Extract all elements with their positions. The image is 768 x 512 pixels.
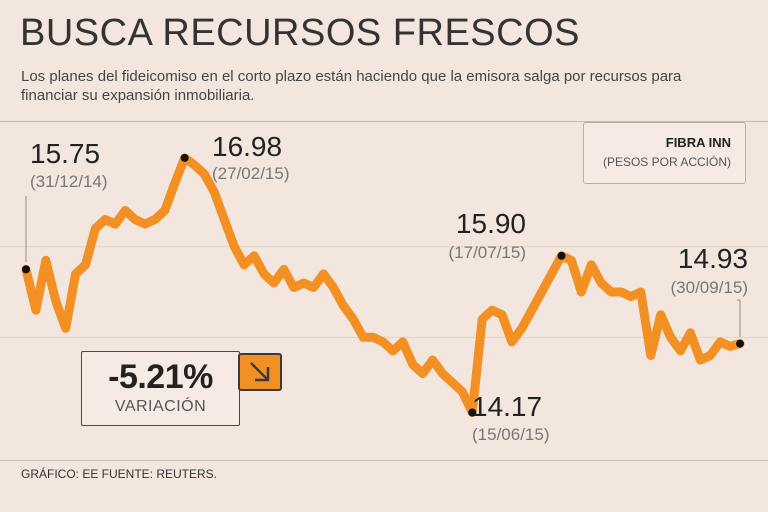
annotation-value: 15.75 bbox=[30, 138, 100, 169]
top-divider bbox=[0, 121, 768, 122]
annotation-point bbox=[736, 339, 744, 348]
legend-box: FIBRA INN (PESOS POR ACCIÓN) bbox=[583, 122, 746, 184]
annotation-value: 16.98 bbox=[212, 131, 282, 162]
annotation-point bbox=[180, 153, 189, 162]
leader-line bbox=[737, 299, 741, 337]
down-arrow-icon bbox=[238, 353, 282, 391]
annotation-value: 14.93 bbox=[678, 243, 748, 274]
chart-title: BUSCA RECURSOS FRESCOS bbox=[20, 12, 580, 54]
annotation-date: (27/02/15) bbox=[212, 164, 290, 183]
annotation-point bbox=[468, 408, 477, 417]
annotation-date: (15/06/15) bbox=[472, 425, 550, 444]
annotation-date: (31/12/14) bbox=[30, 172, 108, 191]
variation-box: -5.21% VARIACIÓN bbox=[81, 351, 240, 426]
variation-label: VARIACIÓN bbox=[114, 398, 207, 415]
variation-value: -5.21% bbox=[108, 358, 213, 396]
annotation-value: 14.17 bbox=[472, 391, 542, 422]
series-line bbox=[21, 153, 745, 417]
source-footer: GRÁFICO: EE FUENTE: REUTERS. bbox=[21, 467, 218, 481]
legend-series-name: FIBRA INN bbox=[665, 135, 731, 150]
annotation-point bbox=[22, 265, 30, 274]
bottom-divider bbox=[0, 460, 768, 461]
annotation-point bbox=[557, 251, 566, 260]
annotation-value: 15.90 bbox=[456, 208, 526, 239]
annotation-date: (30/09/15) bbox=[671, 278, 749, 297]
legend-unit: (PESOS POR ACCIÓN) bbox=[602, 155, 731, 169]
chart-subtitle: Los planes del fideicomiso en el corto p… bbox=[21, 68, 682, 104]
annotation-date: (17/07/15) bbox=[449, 243, 527, 262]
